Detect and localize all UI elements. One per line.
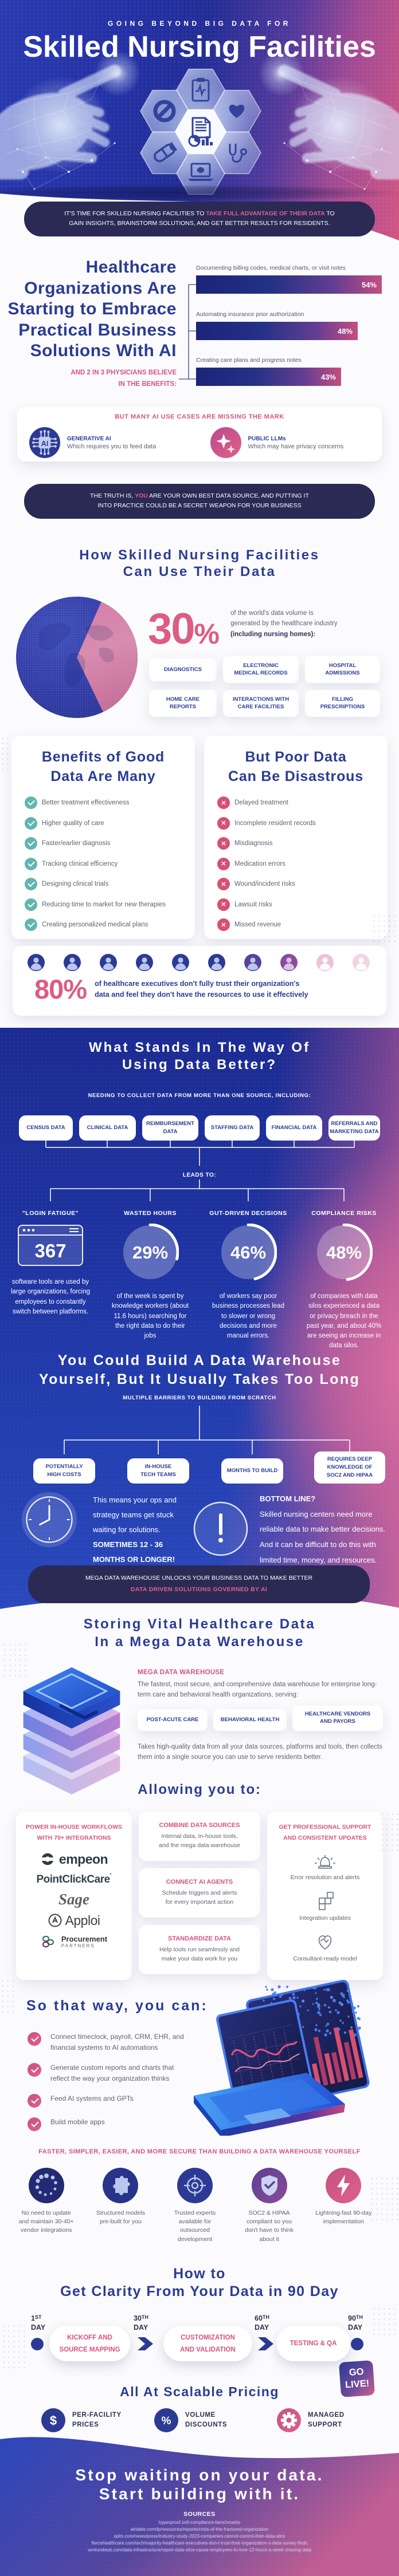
svg-text:29%: 29%: [132, 1242, 168, 1263]
svg-text:%: %: [162, 2415, 171, 2427]
svg-text:$: $: [50, 2413, 57, 2428]
svg-text:AI: AI: [41, 439, 49, 448]
svg-text:367: 367: [34, 1240, 66, 1261]
svg-text:48%: 48%: [326, 1242, 362, 1263]
svg-text:46%: 46%: [230, 1242, 266, 1263]
